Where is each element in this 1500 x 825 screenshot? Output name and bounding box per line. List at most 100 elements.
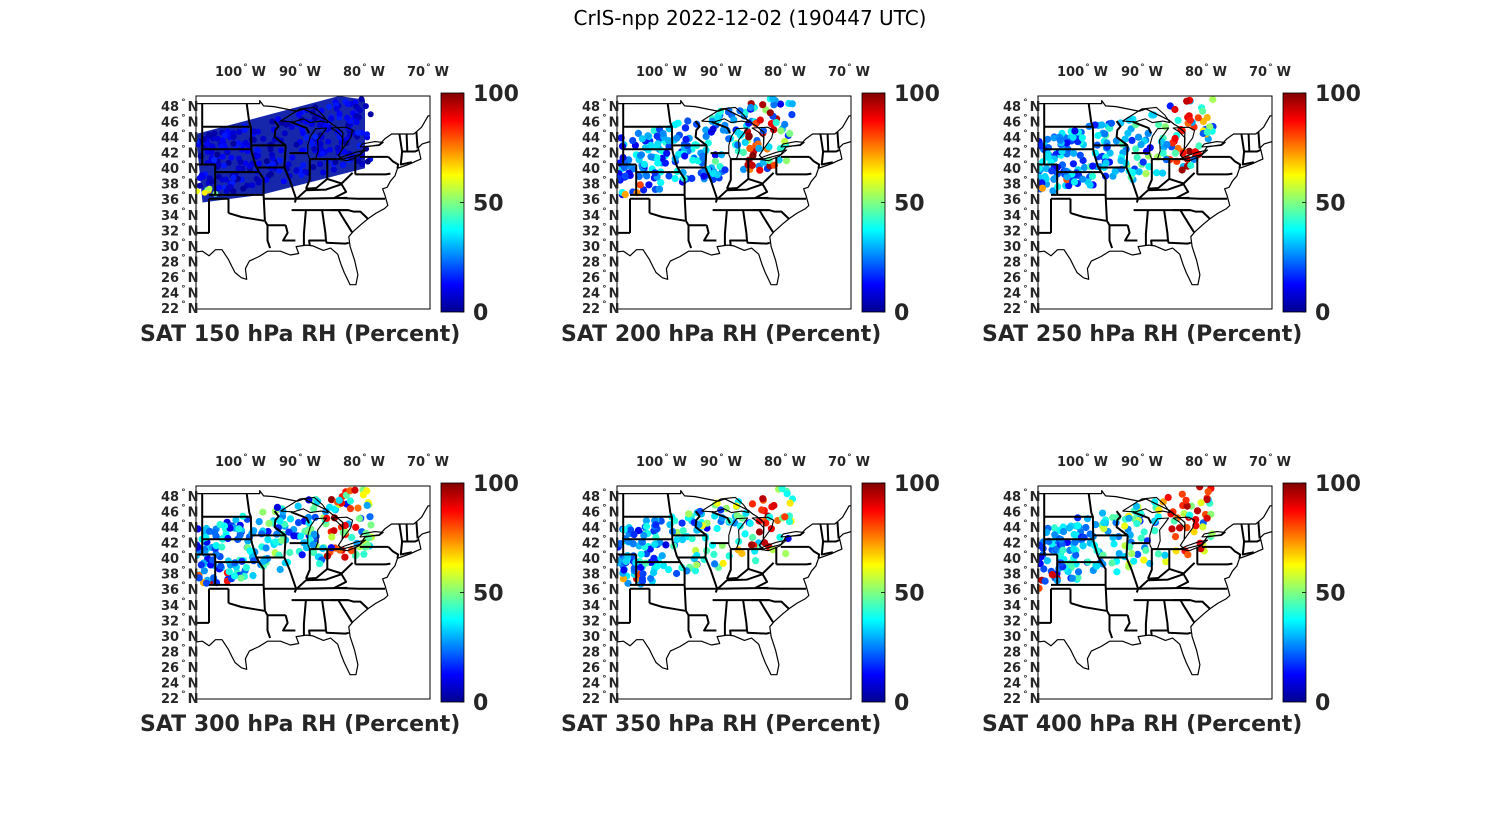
colorbar-tick-label: 50 <box>473 582 504 607</box>
lat-label: 34 ° N <box>161 597 198 614</box>
lat-label: 22 ° N <box>582 690 619 707</box>
lat-label: 36 ° N <box>1003 191 1040 208</box>
state-border <box>1197 562 1233 566</box>
lat-label: 48 ° N <box>582 98 619 115</box>
state-border <box>387 546 400 559</box>
state-border <box>282 615 296 632</box>
state-border <box>1092 542 1107 585</box>
state-border <box>711 510 731 524</box>
state-border <box>1098 535 1129 559</box>
great-lake <box>1172 516 1196 540</box>
state-border <box>826 133 830 152</box>
map-panel: 48 ° N 46 ° N 44 ° N 42 ° N 40 ° N 38 ° N 36 ° N 34 ° N 32 ° N 30 ° N… <box>561 60 961 360</box>
state-border <box>836 131 840 149</box>
great-lake <box>280 106 329 124</box>
lat-label: 28 ° N <box>161 643 198 660</box>
lat-label: 30 ° N <box>582 238 619 255</box>
great-lake <box>359 531 384 538</box>
rh-observations <box>1038 96 1217 195</box>
state-border <box>758 209 774 233</box>
state-border <box>1176 196 1228 200</box>
boundaries <box>617 489 851 676</box>
state-border <box>1125 557 1140 593</box>
lat-label: 44 ° N <box>161 519 198 536</box>
colorbar-tick-label: 0 <box>1315 691 1330 716</box>
state-border <box>746 630 771 635</box>
lat-label: 22 ° N <box>161 690 198 707</box>
boundaries <box>1038 489 1272 676</box>
lat-label: 34 ° N <box>582 597 619 614</box>
lat-label: 28 ° N <box>582 643 619 660</box>
lat-label: 46 ° N <box>161 114 198 131</box>
lat-label: 32 ° N <box>1003 222 1040 239</box>
lat-label: 42 ° N <box>161 535 198 552</box>
state-border <box>685 220 693 249</box>
state-border <box>264 610 272 639</box>
state-border <box>1247 523 1251 542</box>
lat-label: 42 ° N <box>1003 535 1040 552</box>
state-border <box>1197 172 1233 176</box>
lat-label: 42 ° N <box>582 145 619 162</box>
lon-label: 80° W <box>343 63 385 80</box>
great-lake <box>330 126 354 150</box>
lon-label: 80° W <box>1185 453 1227 470</box>
state-border <box>305 172 354 190</box>
state-border <box>1146 159 1153 190</box>
state-border <box>694 120 708 147</box>
colorbar-tick-label: 50 <box>894 582 925 607</box>
state-border <box>1229 546 1242 559</box>
lat-label: 30 ° N <box>582 628 619 645</box>
lat-label: 22 ° N <box>1003 300 1040 317</box>
state-border <box>726 562 775 580</box>
colorbar-tick-label: 50 <box>1315 192 1346 217</box>
state-border <box>755 586 807 590</box>
state-border <box>826 523 830 542</box>
state-border <box>273 120 287 147</box>
map-frame <box>195 485 431 700</box>
state-border <box>717 573 769 590</box>
state-border <box>245 493 253 544</box>
lat-label: 40 ° N <box>161 160 198 177</box>
panel-title: SAT 350 hPa RH (Percent) <box>561 712 881 737</box>
panel-title: SAT 400 hPa RH (Percent) <box>982 712 1302 737</box>
lon-label: 70° W <box>828 453 870 470</box>
map-frame <box>1037 485 1273 700</box>
lon-label: 80° W <box>764 453 806 470</box>
colorbar-tick-label: 100 <box>473 472 519 497</box>
map-frame <box>1037 95 1273 310</box>
boundaries <box>617 99 851 286</box>
great-lake <box>751 516 775 540</box>
map-frame <box>616 485 852 700</box>
state-border <box>282 225 296 242</box>
colorbar-tick-label: 50 <box>473 192 504 217</box>
map-frame <box>195 95 431 310</box>
state-border <box>1115 120 1129 147</box>
figure-title: CrIS-npp 2022-12-02 (190447 UTC) <box>573 6 927 30</box>
state-border <box>808 546 821 559</box>
lon-label: 70° W <box>407 63 449 80</box>
lat-label: 42 ° N <box>582 535 619 552</box>
lat-label: 32 ° N <box>582 222 619 239</box>
coastline <box>196 141 430 286</box>
panel-title: SAT 200 hPa RH (Percent) <box>561 322 881 347</box>
lat-label: 24 ° N <box>161 675 198 692</box>
coastline <box>1038 531 1272 676</box>
state-border <box>694 510 708 537</box>
lat-label: 28 ° N <box>1003 253 1040 270</box>
map-figure: 48 ° N46 ° N44 ° N42 ° N40 ° N38 ° N36 ° N34 ° N32 ° N30 ° N… <box>982 63 1361 347</box>
colorbar-tick-label: 100 <box>1315 472 1361 497</box>
colorbar-tick-label: 100 <box>473 82 519 107</box>
colorbar-tick-label: 50 <box>1315 582 1346 607</box>
map-figure: 48 ° N46 ° N44 ° N42 ° N40 ° N38 ° N36 ° N34 ° N32 ° N30 ° N… <box>561 63 940 347</box>
lat-label: 38 ° N <box>161 566 198 583</box>
state-border <box>250 542 265 585</box>
map-panel: 48 ° N 46 ° N 44 ° N 42 ° N 40 ° N 38 ° N 36 ° N 34 ° N 32 ° N 30 ° N… <box>982 60 1382 360</box>
great-lake <box>337 149 367 162</box>
lat-label: 32 ° N <box>161 612 198 629</box>
lat-label: 34 ° N <box>1003 597 1040 614</box>
lat-label: 28 ° N <box>161 253 198 270</box>
lon-label: 100° W <box>636 453 687 470</box>
lon-label: 90° W <box>1121 63 1163 80</box>
state-border <box>304 549 311 580</box>
state-border <box>1176 586 1228 590</box>
